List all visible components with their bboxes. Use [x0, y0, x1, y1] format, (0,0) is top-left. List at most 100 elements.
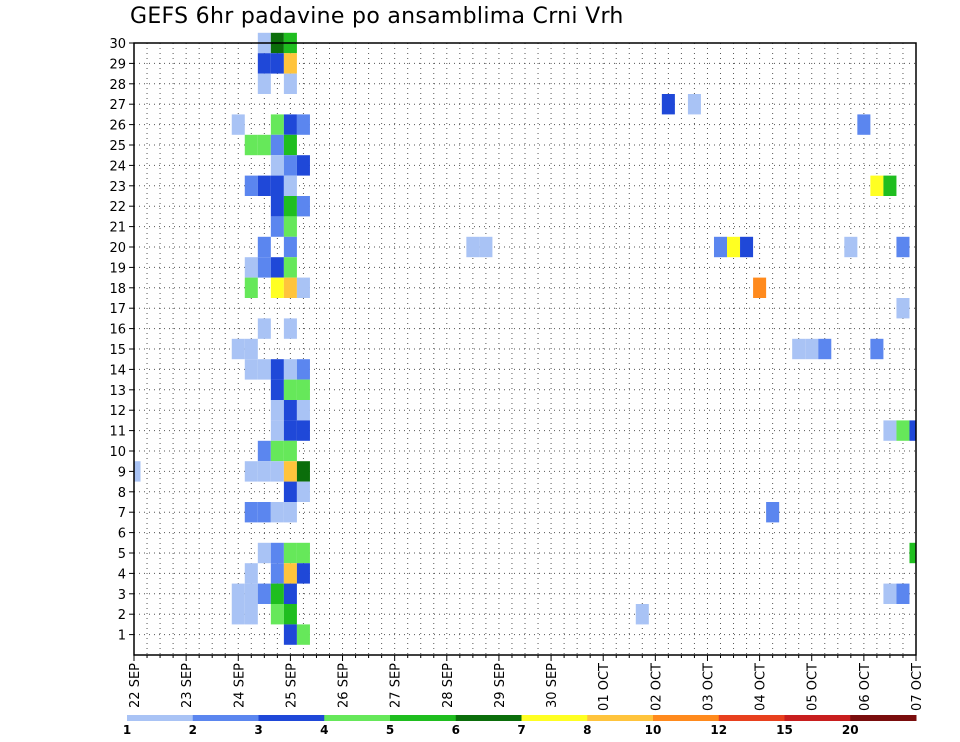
- heatmap-cell: [231, 583, 245, 604]
- heatmap-cell: [257, 359, 271, 380]
- heatmap-cell: [257, 53, 271, 74]
- heatmap-cell: [661, 94, 675, 115]
- heatmap-cell: [479, 236, 493, 258]
- y-tick-label: 9: [118, 465, 126, 480]
- heatmap-cell: [635, 604, 649, 625]
- y-tick-label: 18: [109, 282, 126, 297]
- heatmap-cell: [270, 502, 284, 523]
- colorbar-label: 12: [710, 723, 727, 737]
- heatmap-cell: [296, 481, 310, 502]
- x-tick-label: 26 SEP: [337, 663, 352, 708]
- heatmap-cell: [257, 236, 271, 258]
- y-tick-label: 22: [109, 200, 126, 215]
- colorbar-swatch: [653, 715, 720, 721]
- x-tick-label: 04 OCT: [754, 663, 769, 711]
- heatmap-cell: [870, 175, 884, 196]
- x-tick-label: 28 SEP: [441, 663, 456, 708]
- colorbar-label: 10: [645, 723, 662, 737]
- heatmap-cell: [283, 604, 297, 625]
- heatmap-cell: [909, 420, 916, 441]
- heatmap-cell: [296, 400, 310, 421]
- heatmap-cell: [896, 420, 910, 441]
- heatmap-cell: [244, 563, 258, 584]
- heatmap-cell: [244, 257, 258, 278]
- heatmap-cell: [792, 338, 806, 360]
- y-tick-label: 5: [118, 547, 126, 562]
- heatmap-cell: [270, 114, 284, 135]
- colorbar-swatch: [587, 715, 654, 721]
- heatmap-cell: [740, 236, 754, 258]
- heatmap-cell: [283, 379, 297, 400]
- heatmap-cell: [283, 257, 297, 278]
- heatmap-cell: [270, 563, 284, 584]
- heatmap-cell: [270, 420, 284, 441]
- x-tick-label: 07 OCT: [910, 663, 925, 711]
- heatmap-cell: [283, 114, 297, 135]
- x-tick-label: 01 OCT: [597, 663, 612, 711]
- heatmap-cell: [296, 359, 310, 380]
- colorbar-label: 2: [189, 723, 197, 737]
- heatmap-cell: [244, 277, 258, 298]
- heatmap-cell: [766, 502, 780, 523]
- y-tick-label: 24: [109, 159, 126, 174]
- heatmap-cell: [727, 236, 741, 258]
- x-axis-ticks: 22 SEP 23 SEP 24 SEP 25 SEP 26 SEP 27 SEP 28 S…: [128, 655, 925, 711]
- y-tick-label: 28: [109, 78, 126, 93]
- heatmap-cell: [283, 400, 297, 421]
- heatmap-cell: [283, 624, 297, 645]
- heatmap-cell: [231, 604, 245, 625]
- y-tick-label: 6: [118, 527, 126, 542]
- heatmap-cell: [134, 461, 141, 482]
- heatmap-cell: [687, 94, 701, 115]
- heatmap-cell: [296, 563, 310, 584]
- heatmap-cell: [283, 318, 297, 339]
- y-tick-label: 11: [109, 425, 126, 440]
- heatmap-cell: [883, 583, 897, 604]
- heatmap-cell: [896, 236, 910, 258]
- heatmap-cell: [896, 298, 910, 319]
- heatmap-cell: [857, 114, 871, 135]
- colorbar-label: 20: [842, 723, 859, 737]
- heatmap-cell: [244, 338, 258, 360]
- heatmap-cell: [283, 461, 297, 482]
- heatmap-cell: [283, 583, 297, 604]
- y-axis-ticks: 1234567891011121314151617181920212223242…: [109, 37, 134, 644]
- heatmap-cell: [296, 420, 310, 441]
- heatmap-cell: [283, 359, 297, 380]
- heatmap-cell: [257, 542, 271, 564]
- heatmap-cell: [883, 175, 897, 196]
- y-tick-label: 16: [109, 323, 126, 338]
- heatmap-cell: [270, 542, 284, 564]
- heatmap-cell: [257, 134, 271, 156]
- colorbar-swatch: [718, 715, 785, 721]
- y-tick-label: 27: [109, 98, 126, 113]
- heatmap-cell: [283, 481, 297, 502]
- heatmap-cell: [257, 318, 271, 339]
- heatmap-cell: [270, 379, 284, 400]
- y-tick-label: 4: [118, 567, 126, 582]
- y-tick-label: 21: [109, 221, 126, 236]
- heatmap-cell: [753, 277, 767, 298]
- heatmap-cell: [870, 338, 884, 360]
- heatmap-cell: [713, 236, 728, 258]
- x-tick-label: 30 SEP: [545, 663, 560, 708]
- x-tick-label: 05 OCT: [806, 663, 821, 711]
- x-tick-label: 27 SEP: [389, 663, 404, 708]
- x-tick-label: 24 SEP: [232, 663, 247, 708]
- colorbar-label: 7: [517, 723, 525, 737]
- colorbar-swatch: [390, 715, 457, 721]
- heatmap-cell: [296, 379, 310, 400]
- y-tick-label: 7: [118, 506, 126, 521]
- heatmap-cell: [283, 134, 297, 156]
- heatmap-cell: [909, 542, 916, 564]
- y-tick-label: 12: [109, 404, 126, 419]
- heatmap-cell: [283, 420, 297, 441]
- heatmap-cell: [270, 440, 284, 462]
- heatmap-cell: [283, 53, 297, 74]
- colorbar-label: 1: [123, 723, 131, 737]
- heatmap-cell: [257, 175, 271, 196]
- heatmap-cell: [805, 338, 819, 360]
- colorbar-swatch: [455, 715, 522, 721]
- colorbar-label: 15: [776, 723, 793, 737]
- y-tick-label: 25: [109, 139, 126, 154]
